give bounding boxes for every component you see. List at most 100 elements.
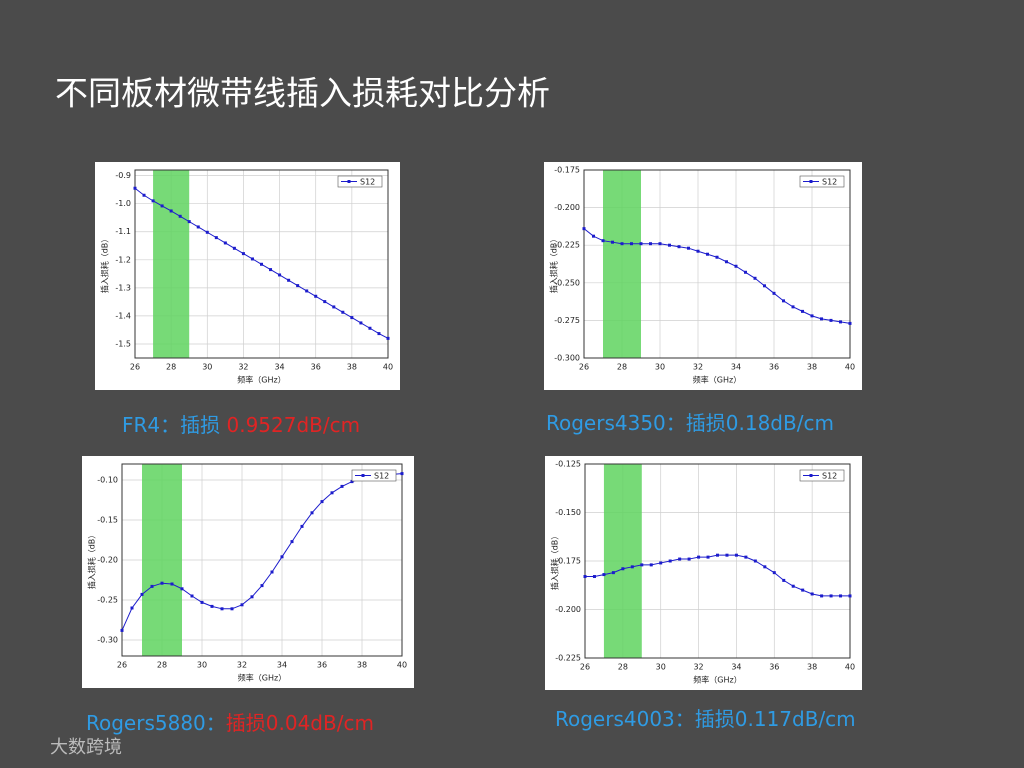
data-point	[296, 284, 300, 288]
x-tick-label: 32	[693, 663, 703, 672]
data-point	[187, 220, 191, 224]
x-tick-label: 26	[580, 663, 590, 672]
x-axis-label: 频率（GHz）	[237, 375, 285, 385]
data-point	[592, 575, 596, 579]
data-point	[386, 336, 390, 340]
data-point	[763, 284, 766, 288]
chart-panel	[545, 456, 862, 690]
y-tick-label: -1.0	[115, 199, 131, 208]
data-point	[725, 553, 729, 557]
data-point	[725, 260, 728, 264]
data-point	[659, 561, 663, 565]
x-tick-label: 32	[693, 363, 703, 372]
data-point	[323, 300, 327, 304]
data-point	[744, 270, 747, 274]
y-tick-label: -0.25	[97, 596, 118, 605]
y-tick-label: -0.175	[554, 166, 580, 175]
y-tick-label: -0.150	[555, 508, 581, 517]
legend-label: S12	[360, 178, 375, 187]
caption-part: FR4：插损	[122, 413, 226, 437]
x-tick-label: 40	[383, 363, 393, 372]
data-point	[230, 607, 234, 611]
data-point	[133, 186, 137, 190]
data-point	[706, 555, 710, 559]
data-point	[582, 227, 586, 231]
data-point	[639, 242, 643, 246]
slide-title: 不同板材微带线插入损耗对比分析	[55, 74, 550, 113]
data-point	[287, 278, 291, 282]
data-point	[330, 491, 334, 495]
y-tick-label: -1.2	[115, 255, 131, 264]
y-tick-label: -1.4	[115, 311, 131, 320]
data-point	[772, 291, 776, 295]
data-point	[350, 316, 354, 320]
data-point	[310, 511, 314, 515]
data-point	[151, 199, 155, 203]
caption: Rogers4350：插损0.18dB/cm	[546, 411, 834, 435]
data-point	[341, 310, 345, 314]
data-point	[696, 249, 700, 253]
data-point	[592, 234, 595, 238]
data-point	[706, 252, 709, 256]
data-point	[220, 607, 224, 611]
x-tick-label: 30	[656, 663, 666, 672]
data-point	[250, 595, 254, 599]
y-tick-label: -0.225	[555, 654, 581, 663]
data-point	[200, 600, 204, 604]
data-point	[697, 555, 701, 559]
data-point	[801, 309, 804, 313]
data-point	[170, 582, 174, 586]
data-point	[848, 594, 852, 598]
data-point	[687, 246, 690, 250]
x-tick-label: 32	[238, 363, 248, 372]
data-point	[368, 326, 372, 330]
plot-frame	[584, 463, 851, 659]
x-tick-label: 28	[617, 363, 627, 372]
data-point	[829, 318, 833, 322]
legend-box	[799, 469, 845, 482]
y-tick-label: -0.20	[97, 556, 118, 565]
data-point	[601, 239, 605, 243]
caption-part: 插损0.04dB/cm	[226, 711, 374, 735]
data-point	[763, 565, 767, 569]
plot-frame	[121, 463, 403, 657]
x-tick-label: 36	[311, 363, 321, 372]
data-point	[260, 584, 264, 588]
x-tick-label: 30	[655, 363, 665, 372]
y-axis-label: 插入损耗（dB）	[549, 235, 559, 294]
data-point	[620, 242, 624, 246]
legend-box	[799, 175, 845, 188]
y-tick-label: -0.125	[555, 460, 581, 469]
data-point	[640, 563, 644, 567]
data-point	[190, 594, 194, 598]
data-point	[820, 317, 823, 321]
data-point	[178, 214, 182, 218]
x-tick-label: 28	[618, 663, 628, 672]
data-point	[630, 242, 633, 246]
data-point	[715, 255, 719, 259]
data-point	[196, 225, 200, 229]
legend-label: S12	[822, 472, 837, 481]
legend-marker	[347, 180, 351, 183]
chart-panel	[544, 162, 862, 390]
y-tick-label: -0.175	[555, 557, 581, 566]
x-tick-label: 38	[357, 661, 367, 670]
data-point	[734, 553, 738, 557]
caption-part: 0.9527dB/cm	[226, 413, 360, 437]
data-point	[250, 257, 254, 261]
legend-box	[351, 469, 397, 482]
x-axis-label: 频率（GHz）	[693, 375, 741, 385]
legend-marker	[809, 180, 813, 183]
y-tick-label: -0.225	[554, 241, 580, 250]
caption: FR4：插损 0.9527dB/cm	[122, 413, 360, 437]
data-point	[180, 587, 184, 591]
y-axis-label: 插入损耗（dB）	[100, 235, 110, 294]
y-tick-label: -0.10	[97, 476, 118, 485]
data-point	[269, 268, 273, 272]
legend-marker	[361, 474, 365, 477]
data-point	[130, 606, 134, 610]
y-tick-label: -1.3	[115, 283, 131, 292]
x-tick-label: 36	[769, 663, 779, 672]
x-tick-label: 40	[845, 363, 855, 372]
data-point	[820, 594, 824, 598]
